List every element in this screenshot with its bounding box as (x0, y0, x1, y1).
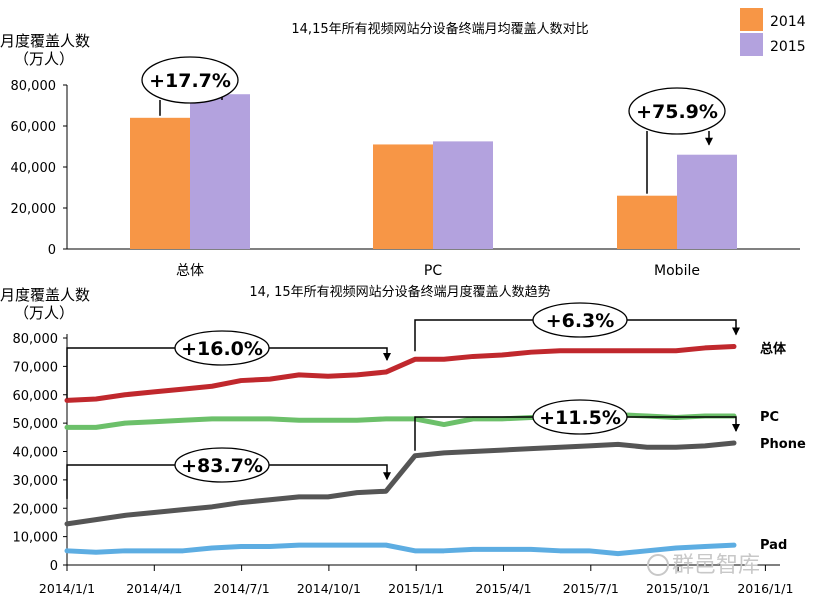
bar-2014-1 (373, 144, 433, 249)
line-x-tick-label: 2015/7/1 (563, 581, 619, 596)
line-x-tick-label: 2015/4/1 (475, 581, 531, 596)
line-y-tick-label: 80,000 (13, 332, 59, 347)
line-series-Phone (64, 440, 737, 527)
watermark-text: 群邑智库 (672, 553, 760, 578)
bar-annotation-mobile-ellipse (628, 87, 726, 135)
bar-category-label: PC (424, 263, 442, 279)
line-x-tick-label: 2016/1/1 (737, 581, 793, 596)
bar-y-tick-label: 20,000 (11, 202, 57, 217)
line-x-tick-label: 2015/10/1 (646, 581, 710, 596)
line-y-tick-label: 20,000 (13, 502, 59, 517)
bar-2015-2 (677, 154, 737, 249)
line-annotation-total-2014: +16.0% (181, 338, 263, 360)
line-y-tick-label: 50,000 (13, 417, 59, 432)
legend-label-2015: 2015 (770, 39, 806, 55)
line-y-tick-label: 0 (50, 559, 58, 574)
bar-y-tick-label: 0 (48, 243, 56, 258)
line-y-axis-unit: （万人） (14, 304, 74, 322)
bar-y-tick-label: 80,000 (11, 79, 57, 94)
watermark-logo-icon (647, 554, 669, 576)
line-y-tick-label: 40,000 (13, 446, 59, 461)
bar-category-label: 总体 (176, 263, 204, 279)
legend-label-2014: 2014 (770, 14, 806, 30)
line-annotation-total-2014-ellipse (174, 330, 270, 366)
line-annotation-phone-2015-ellipse (532, 399, 628, 435)
line-y-tick-label: 10,000 (13, 531, 59, 546)
bar-y-axis-unit: （万人） (14, 50, 74, 68)
line-chart-title: 14, 15年所有视频网站分设备终端月度覆盖人数趋势 (249, 284, 550, 300)
line-series-Pad (64, 542, 737, 557)
bar-y-axis-label: 月度覆盖人数 (0, 32, 90, 50)
bar-category-label: Mobile (654, 263, 700, 279)
bar-2014-0 (130, 117, 190, 249)
line-x-tick-label: 2014/7/1 (214, 581, 270, 596)
bar-annotation-mobile: +75.9% (636, 101, 718, 123)
line-y-axis-label: 月度覆盖人数 (0, 286, 90, 304)
series-label-Pad: Pad (760, 538, 787, 553)
bar-2014-2 (617, 195, 677, 249)
legend-swatch-2015 (740, 33, 763, 56)
line-x-tick-label: 2014/1/1 (39, 581, 95, 596)
line-y-tick-label: 70,000 (13, 360, 59, 375)
line-x-tick-label: 2014/10/1 (297, 581, 361, 596)
bar-annotation-total-ellipse (141, 56, 239, 104)
series-label-Phone: Phone (760, 437, 806, 452)
series-label-PC: PC (760, 410, 779, 425)
line-annotation-total-2015: +6.3% (546, 310, 615, 332)
line-series-总体 (64, 344, 737, 403)
legend-swatch-2014 (740, 8, 763, 31)
line-annotation-total-2015-ellipse (532, 302, 628, 338)
bar-2015-1 (433, 141, 493, 249)
series-label-总体: 总体 (760, 341, 787, 357)
line-x-tick-label: 2015/1/1 (388, 581, 444, 596)
line-y-tick-label: 60,000 (13, 389, 59, 404)
line-annotation-phone-2015: +11.5% (539, 407, 621, 429)
line-annotation-phone-2014: +83.7% (181, 455, 263, 477)
bar-y-tick-label: 60,000 (11, 120, 57, 135)
bar-annotation-total: +17.7% (149, 70, 231, 92)
line-annotation-phone-2014-ellipse (174, 447, 270, 483)
bar-chart-title: 14,15年所有视频网站分设备终端月均覆盖人数对比 (291, 21, 588, 37)
bar-y-tick-label: 40,000 (11, 161, 57, 176)
bar-2015-0 (190, 94, 250, 249)
line-x-tick-label: 2014/4/1 (126, 581, 182, 596)
line-y-tick-label: 30,000 (13, 474, 59, 489)
